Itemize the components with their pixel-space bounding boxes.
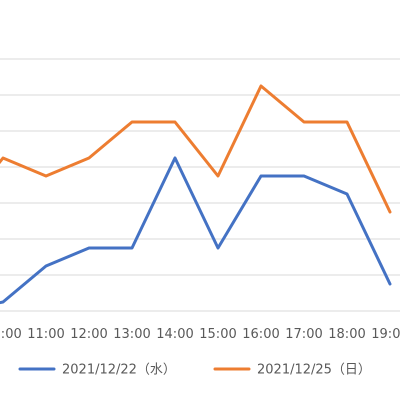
series-lines bbox=[0, 84, 392, 305]
x-tick-label: 18:00 bbox=[328, 327, 365, 342]
x-tick-label: 19:00 bbox=[371, 327, 400, 342]
x-tick-label: 17:00 bbox=[285, 327, 322, 342]
x-tick-label: 15:00 bbox=[199, 327, 236, 342]
x-tick-label: 10:00 bbox=[0, 327, 22, 342]
series-line-1 bbox=[0, 156, 392, 305]
x-axis-tick-labels: 9:0010:0011:0012:0013:0014:0015:0016:001… bbox=[0, 327, 400, 342]
legend-label: 2021/12/22（水） bbox=[62, 363, 176, 378]
x-tick-label: 12:00 bbox=[70, 327, 107, 342]
series-line-2 bbox=[0, 84, 392, 214]
x-tick-label: 14:00 bbox=[156, 327, 193, 342]
legend-label: 2021/12/25（日） bbox=[257, 363, 371, 378]
x-tick-label: 13:00 bbox=[113, 327, 150, 342]
gridlines bbox=[0, 58, 400, 312]
legend: 2021/12/22（水） 2021/12/25（日） bbox=[18, 363, 371, 378]
x-tick-label: 11:00 bbox=[27, 327, 64, 342]
x-tick-label: 16:00 bbox=[242, 327, 279, 342]
